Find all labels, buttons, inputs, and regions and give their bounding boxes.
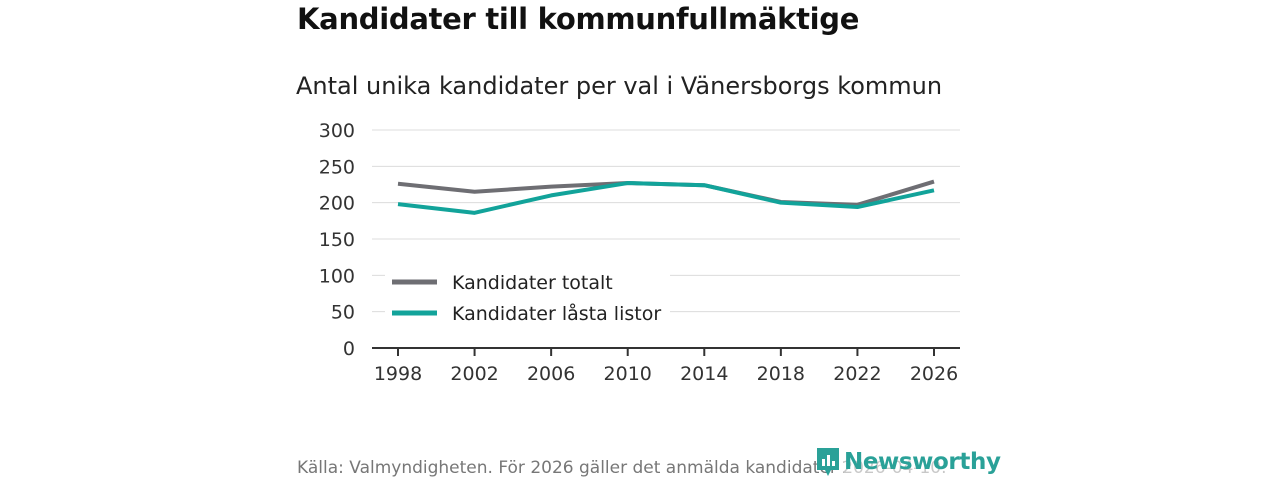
legend-label: Kandidater låsta listor [452,302,661,325]
x-tick-label: 2010 [604,363,652,385]
legend: Kandidater totalt Kandidater låsta listor [385,268,670,330]
data-point [932,180,936,184]
y-tick-label: 150 [319,229,355,251]
data-point [549,185,553,189]
x-tick-label: 2026 [910,363,958,385]
legend-background [385,268,670,330]
brand-name: Newsworthy [844,448,1001,476]
data-point [396,182,400,186]
source-note: Källa: Valmyndigheten. För 2026 gäller d… [297,458,947,478]
data-point [549,193,553,197]
data-point [855,205,859,209]
x-tick-label: 1998 [374,363,422,385]
y-tick-label: 100 [319,265,355,287]
x-tick-label: 2006 [527,363,575,385]
y-axis-ticks: 0 50 100 150 200 250 300 [319,120,355,360]
y-tick-label: 200 [319,193,355,215]
series-line-1 [397,181,935,215]
data-point [702,183,706,187]
brand-logo[interactable]: Newsworthy [815,446,1001,478]
x-tick-label: 2022 [833,363,881,385]
data-point [626,181,630,185]
series-lines [396,179,936,215]
data-point [473,190,477,194]
y-tick-label: 50 [331,302,355,324]
x-tick-label: 2018 [757,363,805,385]
legend-label: Kandidater totalt [452,272,613,294]
chart-title: Kandidater till kommunfullmäktige [297,2,860,36]
x-tick-label: 2002 [450,363,498,385]
x-axis: 1998 2002 2006 2010 2014 2018 2022 2026 [372,347,960,385]
data-point [779,201,783,205]
chart-subtitle: Antal unika kandidater per val i Vänersb… [296,72,943,100]
data-point [473,211,477,215]
y-tick-label: 250 [319,156,355,178]
y-tick-label: 0 [343,338,355,360]
y-tick-label: 300 [319,120,355,142]
newsworthy-logo-icon [817,448,839,476]
data-point [396,202,400,206]
x-tick-label: 2014 [680,363,728,385]
data-point [932,188,936,192]
